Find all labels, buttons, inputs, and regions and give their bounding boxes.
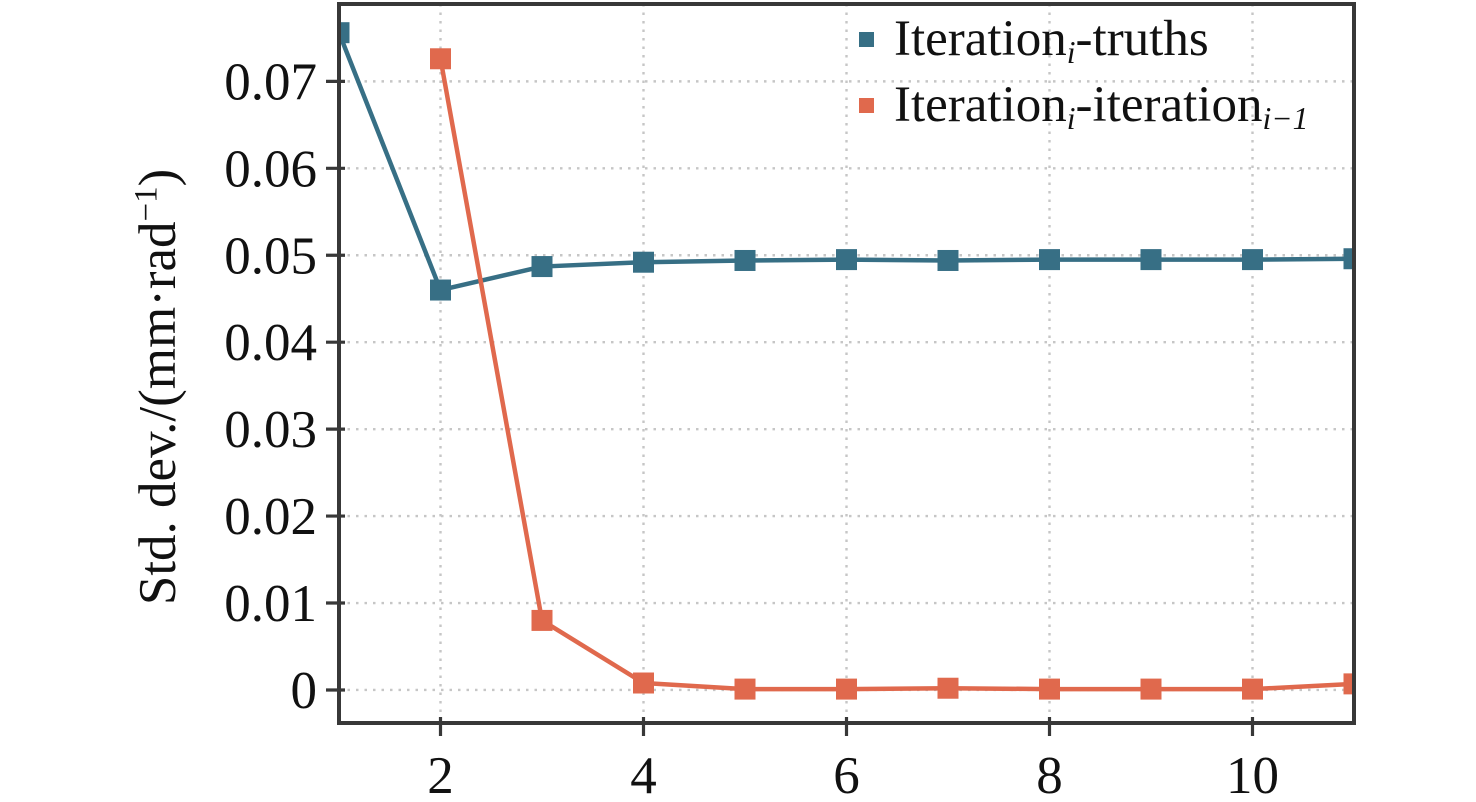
x-tick-label: 2 — [427, 747, 454, 802]
data-point-marker — [1242, 678, 1263, 700]
y-tick-label: 0.02 — [224, 488, 317, 546]
y-tick-label: 0.05 — [224, 227, 317, 285]
data-point-marker — [937, 249, 959, 271]
y-tick-label: 0.07 — [224, 53, 317, 111]
data-point-marker — [531, 256, 553, 278]
data-point-marker — [1039, 678, 1060, 700]
y-axis-label: Std. dev./(mm·rad−1) — [128, 168, 187, 606]
x-tick-label: 10 — [1226, 747, 1279, 802]
x-tick-label: 6 — [833, 747, 860, 802]
x-tick-label: 4 — [630, 747, 657, 802]
legend-label: Iterationi-truths — [894, 10, 1209, 70]
data-point-marker — [531, 609, 553, 631]
data-point-marker — [1242, 249, 1263, 271]
data-point-marker — [633, 251, 654, 273]
x-tick-label: 8 — [1036, 747, 1063, 802]
series-group — [337, 22, 1356, 700]
y-tick-label: 0.01 — [224, 575, 317, 633]
y-tick-label: 0.03 — [224, 401, 317, 459]
data-point-marker — [836, 249, 857, 271]
subscript: i — [1066, 100, 1076, 136]
data-point-marker — [430, 279, 451, 301]
data-point-marker — [633, 672, 654, 694]
legend-label: Iterationi-iterationi−1 — [894, 76, 1309, 136]
data-point-marker — [734, 678, 756, 700]
data-point-marker — [836, 678, 857, 700]
subscript: i — [1066, 34, 1076, 70]
y-tick-label: 0 — [291, 662, 318, 720]
y-tick-label: 0.04 — [224, 314, 317, 372]
data-point-marker — [1039, 249, 1060, 271]
series-line-1 — [438, 58, 1355, 692]
legend-marker-icon — [859, 31, 874, 47]
legend-entry-1: Iterationi-iterationi−1 — [843, 72, 1308, 138]
data-point-marker — [1140, 678, 1162, 700]
data-point-marker — [937, 677, 959, 699]
data-point-marker — [1140, 249, 1162, 271]
y-tick-label: 0.06 — [224, 140, 317, 198]
legend: Iterationi-truths Iterationi-iterationi−1 — [843, 6, 1308, 138]
data-point-marker — [430, 48, 451, 70]
superscript: −1 — [128, 186, 165, 222]
data-point-marker — [734, 249, 756, 271]
subscript: i−1 — [1262, 100, 1309, 136]
legend-entry-0: Iterationi-truths — [843, 6, 1308, 72]
legend-marker-icon — [859, 97, 874, 113]
